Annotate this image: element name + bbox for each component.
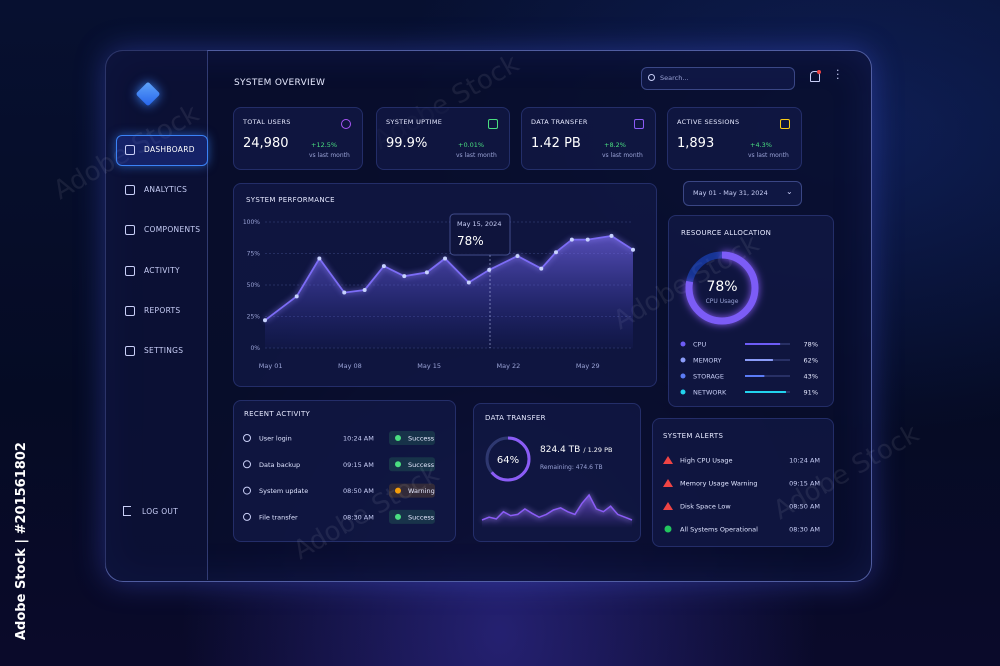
stat-label: DATA TRANSFER [531,118,588,126]
resource-card: RESOURCE ALLOCATION [668,215,834,407]
card-title: DATA TRANSFER [485,414,546,422]
card-title: RECENT ACTIVITY [244,410,311,418]
notification-dot [817,70,821,74]
stat-change: +8.2% [604,141,626,149]
dropdown-arrow: ⌄ [786,187,793,196]
card-title: RESOURCE ALLOCATION [681,229,772,237]
nav-item[interactable]: ACTIVITY [144,265,180,275]
nav-active-highlight [116,135,208,166]
search-placeholder: Search... [660,74,689,82]
nav-icon [125,225,135,236]
side-label: Adobe Stock | #201561802 [14,442,29,640]
stat-card [521,107,656,170]
sidebar [105,50,208,580]
stat-card [376,107,510,170]
logout-icon [123,506,131,516]
nav-icon [125,305,135,316]
date-range-picker[interactable]: May 01 - May 31, 2024 ⌄ [683,181,802,206]
alerts-card: SYSTEM ALERTS [652,418,834,547]
stat-value: 1.42 PB [531,136,581,151]
menu-button[interactable]: · · · [836,64,840,85]
nav-item[interactable]: DASHBOARD [144,145,195,154]
stat-icon [634,119,644,129]
stat-change: +12.5% [311,141,338,149]
nav-icon [125,185,135,196]
activity-card: RECENT ACTIVITY [233,400,456,542]
transfer-card: DATA TRANSFER [473,403,641,542]
performance-card: SYSTEM PERFORMANCE [233,183,657,387]
stat-value: 99.9% [386,136,428,151]
stat-label: ACTIVE SESSIONS [677,118,740,126]
stat-note: vs last month [602,152,643,159]
logout-link[interactable]: LOG OUT [142,507,179,516]
stat-value: 24,980 [243,136,289,151]
stat-label: TOTAL USERS [243,118,291,126]
stat-note: vs last month [748,152,789,159]
stat-icon [488,119,498,129]
stat-icon [341,119,351,129]
stat-card [233,107,363,170]
stat-card [667,107,802,170]
nav-item[interactable]: ANALYTICS [144,185,188,195]
stat-value: 1,893 [677,136,715,151]
search-box[interactable]: Search... [641,67,795,90]
card-title: SYSTEM PERFORMANCE [246,196,335,204]
card-title: SYSTEM ALERTS [663,432,724,440]
page-title: SYSTEM OVERVIEW [234,78,326,88]
nav-item[interactable]: SETTINGS [144,346,184,355]
stat-note: vs last month [456,152,497,159]
nav-item[interactable]: COMPONENTS [144,225,201,235]
nav-icon [125,265,135,276]
date-range: May 01 - May 31, 2024 [693,189,768,197]
stat-label: SYSTEM UPTIME [386,118,443,126]
nav-icon [125,346,135,356]
stat-note: vs last month [309,152,350,159]
stat-icon [780,119,790,129]
search-icon [648,74,655,81]
nav-icon [125,145,135,155]
stat-change: +0.01% [458,141,485,149]
notification-bell[interactable] [810,71,820,82]
nav-item[interactable]: REPORTS [144,305,181,315]
stat-change: +4.3% [750,141,772,149]
